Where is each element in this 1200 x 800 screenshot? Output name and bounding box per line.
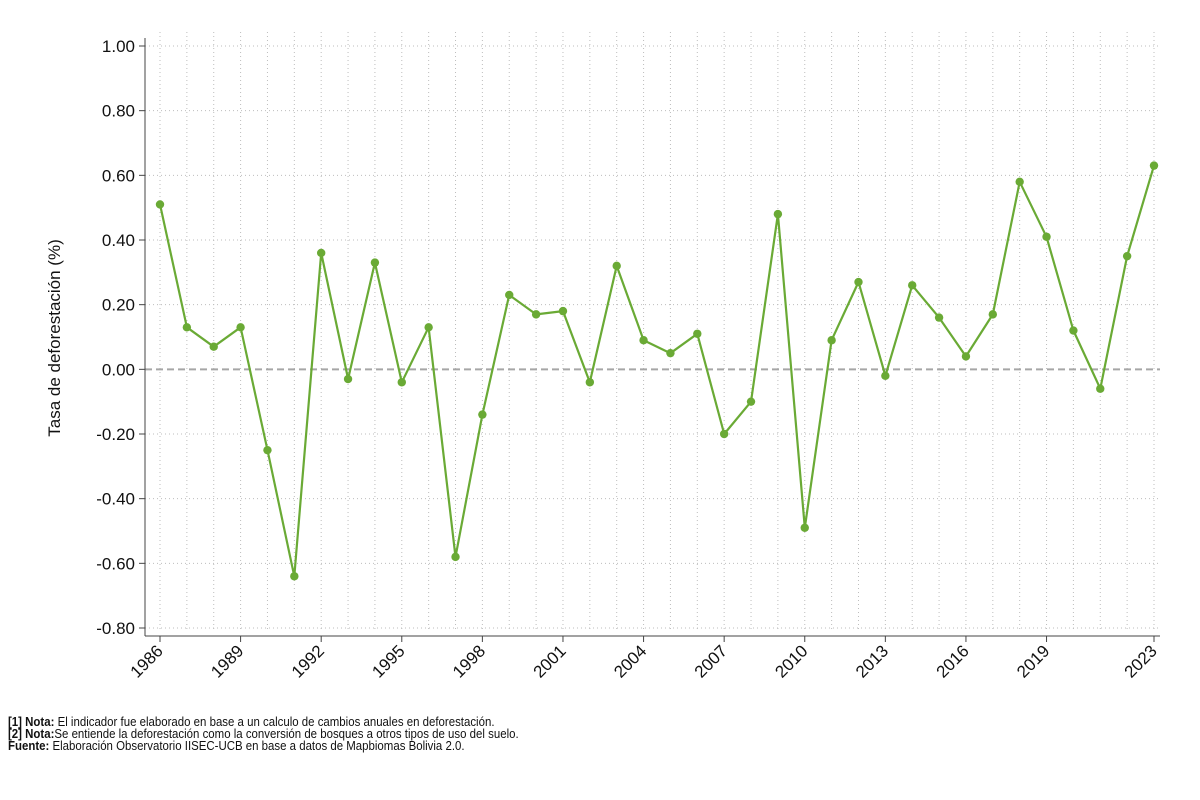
y-tick-label: -0.20 bbox=[96, 425, 135, 444]
data-point bbox=[585, 378, 595, 387]
x-tick-label: 2013 bbox=[852, 641, 892, 681]
x-tick-label: 1986 bbox=[127, 641, 167, 681]
x-tick-label: 2016 bbox=[933, 641, 973, 681]
grid bbox=[145, 32, 1160, 630]
y-tick-label: 1.00 bbox=[102, 37, 135, 56]
x-tick-label: 1989 bbox=[207, 641, 247, 681]
data-point bbox=[746, 397, 756, 406]
footnotes: [1] Nota: El indicador fue elaborado en … bbox=[8, 714, 588, 753]
data-point bbox=[773, 209, 783, 219]
note-1-label: [1] Nota: bbox=[8, 714, 55, 729]
data-point bbox=[182, 323, 192, 332]
series-deforestation bbox=[155, 161, 1159, 581]
note-2-label: [2] Nota: bbox=[8, 726, 55, 741]
y-tick-label: 0.40 bbox=[102, 231, 135, 250]
data-point bbox=[478, 410, 487, 419]
data-point bbox=[1096, 384, 1105, 393]
data-point bbox=[316, 248, 326, 258]
data-point bbox=[988, 310, 998, 319]
data-point bbox=[666, 348, 675, 358]
x-tick-label: 2007 bbox=[691, 641, 731, 681]
data-point bbox=[505, 290, 514, 300]
note-1-text: El indicador fue elaborado en base a un … bbox=[54, 714, 495, 729]
note-2: [2] Nota:Se entiende la deforestación co… bbox=[8, 726, 519, 741]
y-tick-label: -0.60 bbox=[96, 554, 135, 573]
data-point bbox=[854, 277, 863, 287]
data-point bbox=[800, 523, 809, 532]
data-point bbox=[424, 323, 433, 332]
x-tick-label: 2004 bbox=[610, 641, 650, 681]
y-tick-labels: -0.80 -0.60 -0.40 -0.20 0.00 0.20 0.40 0.60 0.80… bbox=[96, 37, 135, 638]
y-axis-label: Tasa de deforestación (%) bbox=[45, 239, 64, 437]
source-label: Fuente: bbox=[8, 738, 50, 753]
x-tick-labels: 1986 1989 1992 1995 1998 2001 2004 2007 2010 2013… bbox=[127, 641, 1161, 681]
axes bbox=[139, 38, 1160, 642]
x-tick-label: 2019 bbox=[1013, 641, 1053, 681]
data-point bbox=[451, 552, 460, 562]
data-point bbox=[209, 342, 218, 351]
y-tick-label: -0.80 bbox=[96, 619, 135, 638]
x-tick-label: 1998 bbox=[449, 641, 489, 681]
series-line bbox=[158, 165, 1156, 578]
x-tick-label: 1992 bbox=[288, 641, 328, 681]
x-tick-label: 2023 bbox=[1121, 641, 1161, 681]
line-chart: Tasa de deforestación (%) -0.80 -0.60 -0.4… bbox=[45, 32, 1161, 682]
data-point bbox=[693, 329, 702, 338]
data-point bbox=[558, 306, 568, 316]
note-1: [1] Nota: El indicador fue elaborado en … bbox=[8, 714, 519, 729]
y-tick-label: 0.80 bbox=[102, 102, 135, 121]
data-point bbox=[1015, 177, 1024, 186]
y-tick-label: -0.40 bbox=[96, 490, 135, 509]
data-point bbox=[370, 258, 380, 267]
x-tick-label: 1995 bbox=[368, 641, 408, 681]
y-tick-label: 0.60 bbox=[102, 166, 135, 185]
x-tick-label: 2010 bbox=[771, 641, 811, 681]
data-point bbox=[155, 200, 165, 209]
data-point bbox=[612, 261, 621, 271]
data-point bbox=[343, 374, 353, 384]
source-text: Elaboración Observatorio IISEC-UCB en ba… bbox=[49, 738, 465, 753]
data-point bbox=[1122, 251, 1132, 261]
source-note: Fuente: Elaboración Observatorio IISEC-U… bbox=[8, 738, 519, 753]
data-point bbox=[1042, 232, 1051, 241]
data-point bbox=[827, 336, 836, 345]
y-tick-label: 0.20 bbox=[102, 296, 135, 315]
data-point bbox=[934, 313, 944, 322]
data-point bbox=[397, 378, 406, 387]
data-point bbox=[961, 352, 971, 361]
y-tick-label: 0.00 bbox=[102, 360, 135, 379]
x-tick-label: 2001 bbox=[530, 641, 570, 681]
data-point bbox=[1149, 161, 1159, 170]
data-point bbox=[908, 281, 917, 290]
data-point bbox=[881, 371, 890, 380]
data-point bbox=[236, 323, 245, 332]
data-point bbox=[639, 336, 648, 345]
data-point bbox=[290, 572, 299, 581]
data-point bbox=[1069, 326, 1078, 335]
note-2-text: Se entiende la deforestación como la con… bbox=[54, 726, 519, 741]
data-point bbox=[719, 429, 729, 439]
data-point bbox=[263, 445, 272, 455]
data-point bbox=[531, 310, 541, 319]
